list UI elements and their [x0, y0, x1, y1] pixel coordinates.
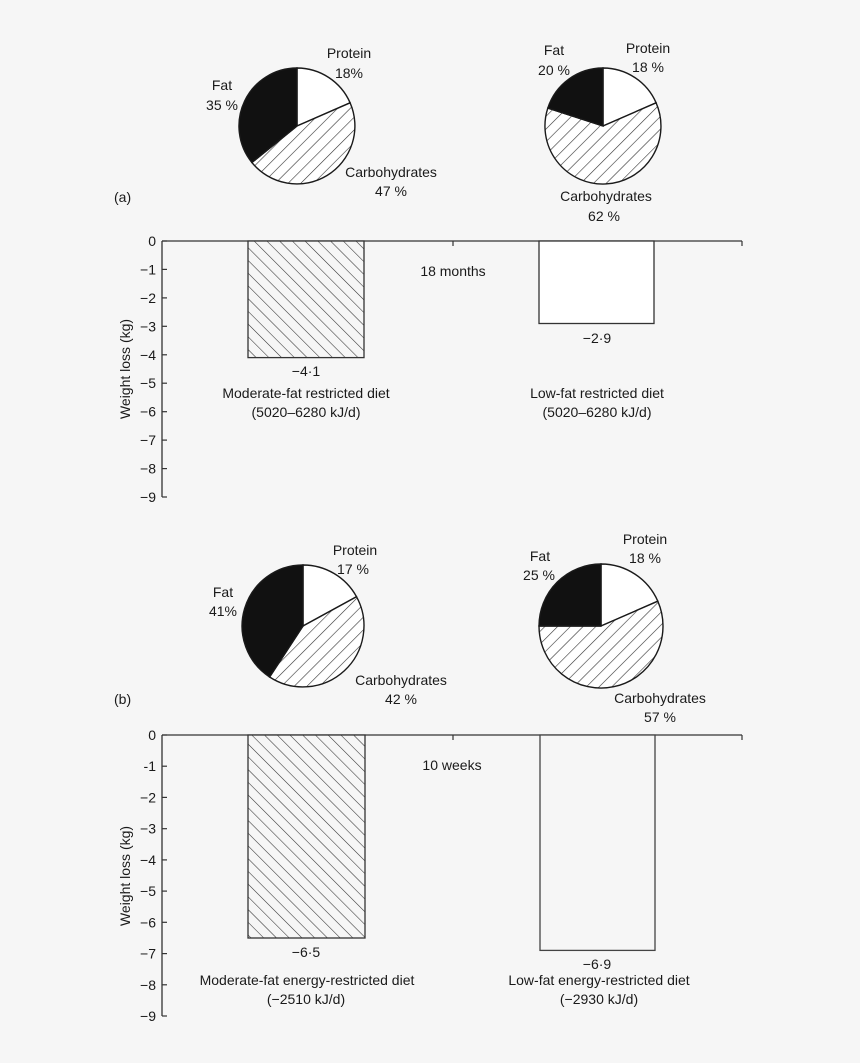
- svg-text:−4: −4: [140, 347, 156, 363]
- bar-energy-label: (−2930 kJ/d): [560, 991, 638, 1007]
- y-axis-label: Weight loss (kg): [117, 826, 133, 926]
- svg-text:−8: −8: [140, 977, 156, 993]
- svg-text:0: 0: [148, 727, 156, 743]
- panel-label: (b): [114, 691, 131, 707]
- bar-energy-label: (5020–6280 kJ/d): [543, 404, 652, 420]
- bar-chart-b: 0 -1 −2 −3 −4 −5 −6 −7 −8 −9 Weight loss…: [117, 727, 743, 1024]
- pie-label-protein: Protein: [626, 40, 670, 56]
- svg-text:−3: −3: [140, 318, 156, 334]
- pie-pct-fat: 20 %: [538, 62, 570, 78]
- bar-value-label: −6·5: [292, 944, 321, 960]
- svg-text:−2: −2: [140, 789, 156, 805]
- panel-a: Protein 18% Fat 35 % Carbohydrates 47 % …: [114, 40, 743, 505]
- pie-label-fat: Fat: [530, 548, 550, 564]
- pie-label-carbohydrates: Carbohydrates: [614, 690, 706, 706]
- bar-energy-label: (5020–6280 kJ/d): [252, 404, 361, 420]
- panel-label: (a): [114, 189, 131, 205]
- svg-text:−9: −9: [140, 1008, 156, 1024]
- bar-category-label: Moderate-fat energy-restricted diet: [200, 972, 415, 988]
- y-tick-labels: 0 −1 −2 −3 −4 −5 −6 −7 −8 −9: [140, 233, 156, 505]
- duration-label: 10 weeks: [422, 757, 481, 773]
- pie-moderate-fat-a: [238, 67, 356, 185]
- pie-slice-carbohydrates: [538, 600, 664, 689]
- svg-text:−9: −9: [140, 489, 156, 505]
- pie-pct-fat: 35 %: [206, 97, 238, 113]
- pie-pct-carbohydrates: 57 %: [644, 709, 676, 725]
- svg-text:−5: −5: [140, 883, 156, 899]
- bar-category-label: Low-fat restricted diet: [530, 385, 664, 401]
- pie-slice-carbohydrates: [544, 101, 662, 185]
- pie-label-fat: Fat: [544, 42, 564, 58]
- pie-pct-carbohydrates: 47 %: [375, 183, 407, 199]
- pie-pct-fat: 41%: [209, 603, 237, 619]
- bar-category-label: Moderate-fat restricted diet: [222, 385, 389, 401]
- pie-slice-protein: [302, 564, 358, 628]
- panel-b: Protein 17 % Fat 41% Carbohydrates 42 % …: [114, 531, 743, 1024]
- svg-text:−7: −7: [140, 946, 156, 962]
- pie-label-carbohydrates: Carbohydrates: [345, 164, 437, 180]
- svg-text:−3: −3: [140, 821, 156, 837]
- pie-low-fat-a: [544, 67, 662, 185]
- y-ticks: [162, 240, 167, 498]
- pie-label-protein: Protein: [333, 542, 377, 558]
- duration-label: 18 months: [420, 263, 485, 279]
- pie-slice-carbohydrates: [250, 101, 356, 185]
- bar-low-fat: [538, 240, 655, 325]
- pie-moderate-fat-b: [241, 564, 365, 688]
- pie-slice-carbohydrates: [268, 595, 365, 688]
- svg-text:0: 0: [148, 233, 156, 249]
- pie-pct-protein: 18 %: [632, 59, 664, 75]
- pie-slice-fat: [238, 67, 298, 164]
- pie-label-carbohydrates: Carbohydrates: [355, 672, 447, 688]
- pie-label-carbohydrates: Carbohydrates: [560, 188, 652, 204]
- bar-value-label: −6·9: [583, 956, 612, 972]
- svg-text:−6: −6: [140, 914, 156, 930]
- pie-pct-fat: 25 %: [523, 567, 555, 583]
- pie-slice-protein: [296, 67, 352, 128]
- bar-value-label: −2·9: [583, 330, 612, 346]
- pie-pct-carbohydrates: 62 %: [588, 208, 620, 224]
- pie-low-fat-b: [538, 563, 664, 689]
- svg-text:−8: −8: [140, 461, 156, 477]
- bar-moderate-fat: [247, 240, 365, 359]
- pie-label-fat: Fat: [212, 77, 232, 93]
- pie-slice-protein: [602, 67, 658, 128]
- bar-moderate-fat: [247, 734, 366, 939]
- svg-text:−2: −2: [140, 290, 156, 306]
- svg-text:−5: −5: [140, 375, 156, 391]
- bar-energy-label: (−2510 kJ/d): [267, 991, 345, 1007]
- svg-text:−7: −7: [140, 432, 156, 448]
- pie-pct-protein: 18%: [335, 65, 363, 81]
- pie-pct-carbohydrates: 42 %: [385, 691, 417, 707]
- y-ticks: [162, 734, 167, 1017]
- pie-slice-fat: [241, 564, 304, 678]
- y-tick-labels: 0 -1 −2 −3 −4 −5 −6 −7 −8 −9: [140, 727, 156, 1024]
- pie-pct-protein: 18 %: [629, 550, 661, 566]
- pie-label-protein: Protein: [327, 45, 371, 61]
- bar-low-fat: [539, 734, 656, 952]
- pie-slice-fat: [546, 67, 604, 127]
- pie-slice-protein: [600, 563, 659, 628]
- svg-text:−1: −1: [140, 261, 156, 277]
- y-axis-label: Weight loss (kg): [117, 319, 133, 419]
- bar-category-label: Low-fat energy-restricted diet: [508, 972, 689, 988]
- pie-pct-protein: 17 %: [337, 561, 369, 577]
- svg-text:-1: -1: [144, 758, 157, 774]
- bar-value-label: −4·1: [292, 363, 321, 379]
- bar-chart-a: 0 −1 −2 −3 −4 −5 −6 −7 −8 −9 Weight loss…: [117, 233, 743, 505]
- svg-text:−6: −6: [140, 404, 156, 420]
- pie-label-fat: Fat: [213, 584, 233, 600]
- pie-slice-fat: [538, 563, 602, 627]
- pie-label-protein: Protein: [623, 531, 667, 547]
- svg-text:−4: −4: [140, 852, 156, 868]
